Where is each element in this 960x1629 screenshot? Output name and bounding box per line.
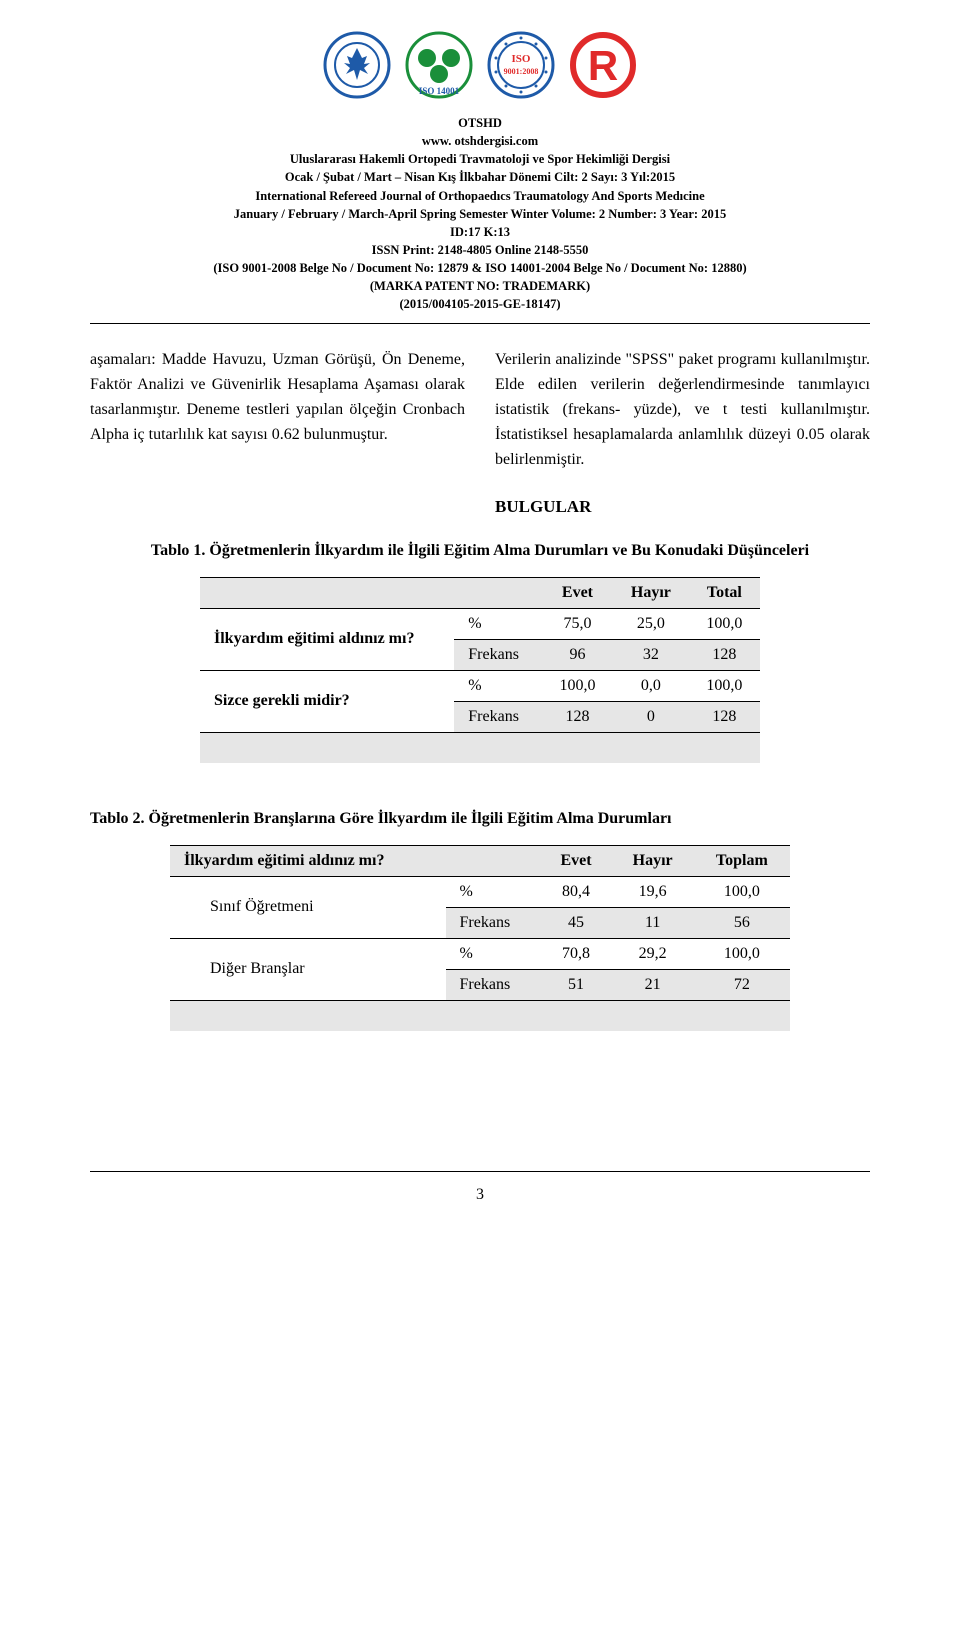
table2-empty xyxy=(446,1000,541,1031)
table1-blank-header2 xyxy=(454,577,542,608)
table2-col-evet: Evet xyxy=(540,845,611,876)
journal-title-tr: Uluslararası Hakemli Ortopedi Travmatolo… xyxy=(90,150,870,168)
table2-col-hayir: Hayır xyxy=(612,845,694,876)
table2-row1-freq-label: Frekans xyxy=(446,907,541,938)
table2-question-header: İlkyardım eğitimi aldınız mı? xyxy=(170,845,446,876)
header-rule xyxy=(90,323,870,324)
table1-cell: 100,0 xyxy=(689,670,760,701)
table1-cell: 0 xyxy=(613,701,689,732)
table2-cell: 100,0 xyxy=(694,876,790,907)
svg-text:ISO: ISO xyxy=(512,53,531,65)
table1-cell: 128 xyxy=(689,639,760,670)
table1-empty xyxy=(542,732,613,763)
table2-row1-pct-label: % xyxy=(446,876,541,907)
table1-cell: 128 xyxy=(689,701,760,732)
issue-info-en: January / February / March-April Spring … xyxy=(90,205,870,223)
table1-row2-freq-label: Frekans xyxy=(454,701,542,732)
table1-cell: 32 xyxy=(613,639,689,670)
table1-cell: 25,0 xyxy=(613,608,689,639)
table2-row2-label: Diğer Branşlar xyxy=(170,938,446,1000)
svg-text:R: R xyxy=(588,42,618,89)
table1-row1-label: İlkyardım eğitimi aldınız mı? xyxy=(200,608,454,670)
table2-cell: 51 xyxy=(540,969,611,1000)
table2-cell: 29,2 xyxy=(612,938,694,969)
journal-logos: ISO 14001 ISO 9001:2008 R xyxy=(90,30,870,100)
table2-cell: 72 xyxy=(694,969,790,1000)
table2: İlkyardım eğitimi aldınız mı? Evet Hayır… xyxy=(170,845,790,1031)
table1-col-total: Total xyxy=(689,577,760,608)
table1-empty xyxy=(200,732,454,763)
table1-cell: 128 xyxy=(542,701,613,732)
table2-row2-freq-label: Frekans xyxy=(446,969,541,1000)
bulgular-heading: BULGULAR xyxy=(495,494,870,520)
body-text: aşamaları: Madde Havuzu, Uzman Görüşü, Ö… xyxy=(90,348,870,538)
issn-line: ISSN Print: 2148-4805 Online 2148-5550 xyxy=(90,241,870,259)
page-number: 3 xyxy=(90,1186,870,1204)
id-line: ID:17 K:13 xyxy=(90,223,870,241)
table2-empty xyxy=(612,1000,694,1031)
org-name: OTSHD xyxy=(90,114,870,132)
table2-cell: 80,4 xyxy=(540,876,611,907)
table2-cell: 19,6 xyxy=(612,876,694,907)
footer-rule xyxy=(90,1171,870,1172)
table2-row2-pct-label: % xyxy=(446,938,541,969)
table1-row1-pct-label: % xyxy=(454,608,542,639)
table1-cell: 75,0 xyxy=(542,608,613,639)
table2-col-toplam: Toplam xyxy=(694,845,790,876)
table1-cell: 100,0 xyxy=(689,608,760,639)
right-column-paragraph: Verilerin analizinde "SPSS" paket progra… xyxy=(495,348,870,472)
table2-cell: 56 xyxy=(694,907,790,938)
table1-row2-pct-label: % xyxy=(454,670,542,701)
table1-cell: 100,0 xyxy=(542,670,613,701)
table1-caption: Tablo 1. Öğretmenlerin İlkyardım ile İlg… xyxy=(90,539,870,563)
svg-text:9001:2008: 9001:2008 xyxy=(504,67,539,76)
left-column-paragraph: aşamaları: Madde Havuzu, Uzman Görüşü, Ö… xyxy=(90,348,465,538)
table1-col-evet: Evet xyxy=(542,577,613,608)
registered-trademark-icon: R xyxy=(568,30,638,100)
table2-cell: 100,0 xyxy=(694,938,790,969)
journal-title-en: International Refereed Journal of Orthop… xyxy=(90,187,870,205)
journal-header: OTSHD www. otshdergisi.com Uluslararası … xyxy=(90,114,870,313)
table1-row1-freq-label: Frekans xyxy=(454,639,542,670)
svg-text:ISO 14001: ISO 14001 xyxy=(419,86,460,96)
iso9001-seal-icon: ISO 9001:2008 xyxy=(486,30,556,100)
table2-cell: 21 xyxy=(612,969,694,1000)
issue-info-tr: Ocak / Şubat / Mart – Nisan Kış İlkbahar… xyxy=(90,168,870,186)
table1-cell: 96 xyxy=(542,639,613,670)
table2-cell: 45 xyxy=(540,907,611,938)
table1-row2-label: Sizce gerekli midir? xyxy=(200,670,454,732)
table2-blank-header xyxy=(446,845,541,876)
org-url: www. otshdergisi.com xyxy=(90,132,870,150)
table1: Evet Hayır Total İlkyardım eğitimi aldın… xyxy=(200,577,760,763)
otshd-seal-icon xyxy=(322,30,392,100)
table2-empty xyxy=(170,1000,446,1031)
iso14001-seal-icon: ISO 14001 xyxy=(404,30,474,100)
patent-number-line: (2015/004105-2015-GE-18147) xyxy=(90,295,870,313)
iso-cert-line: (ISO 9001-2008 Belge No / Document No: 1… xyxy=(90,259,870,277)
table2-cell: 11 xyxy=(612,907,694,938)
trademark-line: (MARKA PATENT NO: TRADEMARK) xyxy=(90,277,870,295)
table2-empty xyxy=(694,1000,790,1031)
table1-col-hayir: Hayır xyxy=(613,577,689,608)
table2-empty xyxy=(540,1000,611,1031)
table1-empty xyxy=(613,732,689,763)
table1-cell: 0,0 xyxy=(613,670,689,701)
table1-empty xyxy=(454,732,542,763)
table2-row1-label: Sınıf Öğretmeni xyxy=(170,876,446,938)
table1-blank-header xyxy=(200,577,454,608)
table2-caption: Tablo 2. Öğretmenlerin Branşlarına Göre … xyxy=(90,807,870,831)
table2-cell: 70,8 xyxy=(540,938,611,969)
table1-empty xyxy=(689,732,760,763)
